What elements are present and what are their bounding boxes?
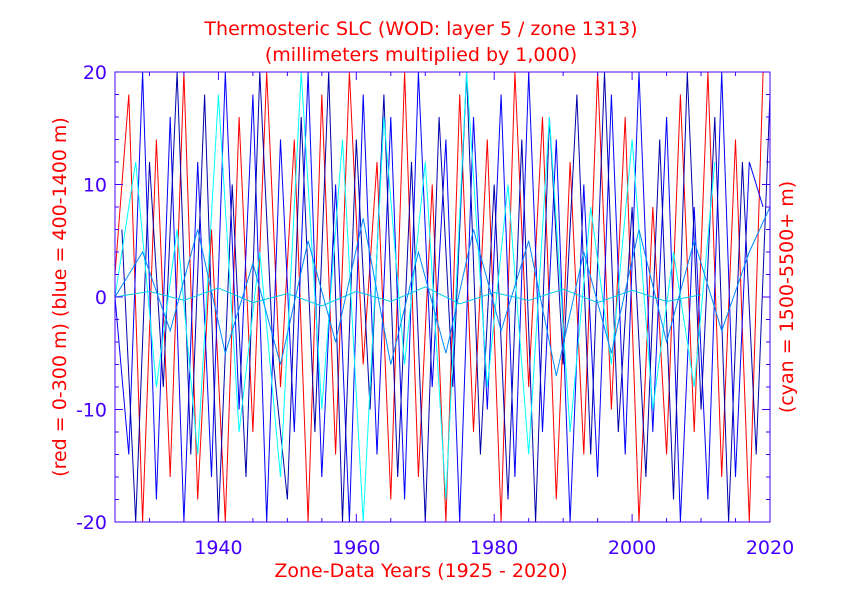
chart-title: Thermosteric SLC (WOD: layer 5 / zone 13… xyxy=(204,18,638,40)
x-tick-label: 1940 xyxy=(194,537,242,559)
x-tick-label: 1980 xyxy=(470,537,518,559)
y-tick-label: 0 xyxy=(95,287,107,309)
x-axis-label: Zone-Data Years (1925 - 2020) xyxy=(274,560,568,582)
series-line-1 xyxy=(115,72,764,522)
series-line-3 xyxy=(115,72,716,522)
y-tick-label: 10 xyxy=(83,175,107,197)
x-tick-label: 2020 xyxy=(746,537,794,559)
y-tick-label: 20 xyxy=(83,62,107,84)
x-tick-label: 2000 xyxy=(608,537,656,559)
y-axis-label-right: (cyan = 1500-5500+ m) xyxy=(776,180,798,414)
y-tick-label: -20 xyxy=(76,512,107,534)
y-axis-label-left: (red = 0-300 m) (blue = 400-1400 m) xyxy=(49,117,71,477)
series-line-2 xyxy=(121,72,770,522)
chart-subtitle: (millimeters multiplied by 1,000) xyxy=(264,44,578,66)
x-tick-label: 1960 xyxy=(332,537,380,559)
series-line-5 xyxy=(115,206,770,376)
y-tick-label: -10 xyxy=(76,400,107,422)
